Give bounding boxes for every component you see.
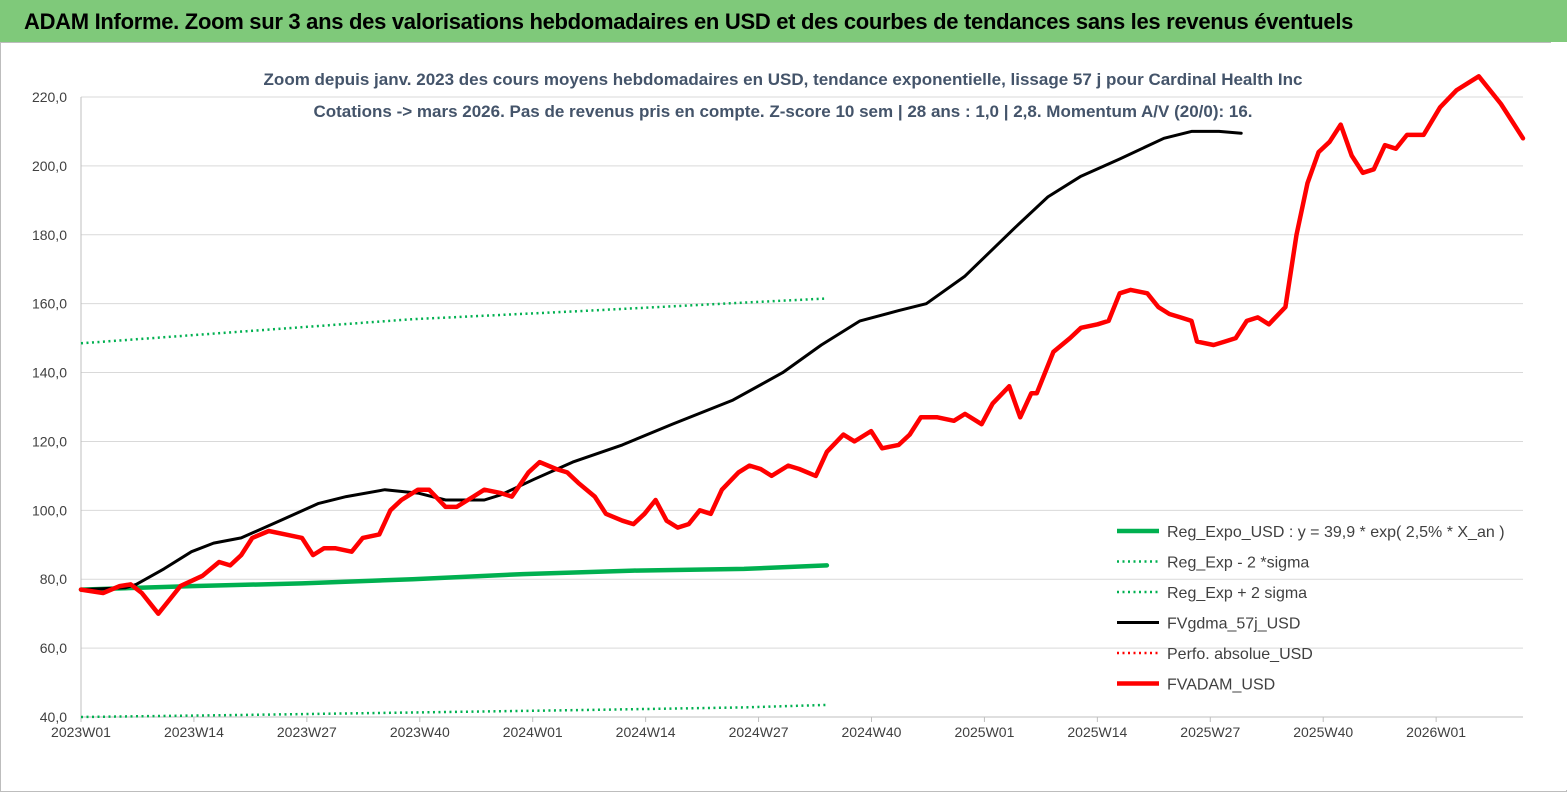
legend-label-reg_plus: Reg_Exp + 2 sigma: [1167, 585, 1307, 602]
y-tick-label: 40,0: [40, 709, 67, 725]
report-banner: ADAM Informe. Zoom sur 3 ans des valoris…: [0, 0, 1567, 43]
chart-canvas: 220,0 200,0 180,0 160,0 140,0 120,0 100,0 80,0 6…: [32, 70, 1526, 740]
y-tick-label: 80,0: [40, 571, 67, 587]
y-tick-label: 100,0: [32, 502, 67, 518]
series-line-reg_plus: [80, 297, 827, 345]
legend-label-fvgdma: FVgdma_57j_USD: [1167, 616, 1300, 633]
legend-label-reg_minus: Reg_Exp - 2 *sigma: [1167, 555, 1309, 572]
series-layer: [78, 74, 1526, 719]
y-tick-label: 60,0: [40, 640, 67, 656]
legend: Reg_Expo_USD : y = 39,9 * exp( 2,5% * X_…: [1117, 524, 1505, 694]
y-tick-label: 200,0: [32, 158, 67, 174]
chart-subtitle: Cotations -> mars 2026. Pas de revenus p…: [313, 102, 1252, 121]
legend-label-perfo: Perfo. absolue_USD: [1167, 646, 1313, 663]
x-tick-label: 2025W14: [1067, 724, 1127, 740]
series-line-fvadam: [78, 74, 1526, 616]
x-tick-label: 2023W27: [277, 724, 337, 740]
x-tick-label: 2026W01: [1406, 724, 1466, 740]
x-tick-label: 2024W01: [503, 724, 563, 740]
y-tick-label: 180,0: [32, 227, 67, 243]
y-tick-label: 160,0: [32, 296, 67, 312]
report-title: ADAM Informe. Zoom sur 3 ans des valoris…: [24, 9, 1354, 34]
y-tick-label: 120,0: [32, 433, 67, 449]
y-tick-label: 220,0: [32, 89, 67, 105]
series-line-fvgdma: [79, 129, 1243, 592]
x-tick-label: 2023W14: [164, 724, 224, 740]
x-tick-label: 2025W27: [1180, 724, 1240, 740]
y-tick-label: 140,0: [32, 365, 67, 381]
chart-frame: 220,0 200,0 180,0 160,0 140,0 120,0 100,0 80,0 6…: [0, 42, 1567, 792]
x-tick-label: 2024W14: [616, 724, 676, 740]
x-tick-label: 2024W40: [842, 724, 902, 740]
x-tick-label: 2025W40: [1293, 724, 1353, 740]
edge-strip: [1551, 42, 1567, 790]
series-line-reg_expo: [78, 563, 830, 592]
x-tick-label: 2023W40: [390, 724, 450, 740]
x-tick-label: 2023W01: [51, 724, 111, 740]
x-tick-label: 2025W01: [954, 724, 1014, 740]
x-tick-label: 2024W27: [729, 724, 789, 740]
chart-title: Zoom depuis janv. 2023 des cours moyens …: [264, 70, 1303, 89]
axes: 220,0 200,0 180,0 160,0 140,0 120,0 100,0 80,0 6…: [32, 89, 1523, 740]
series-line-reg_minus: [80, 703, 827, 719]
legend-label-fvadam: FVADAM_USD: [1167, 677, 1275, 694]
legend-label-reg_expo: Reg_Expo_USD : y = 39,9 * exp( 2,5% * X_…: [1167, 524, 1505, 541]
